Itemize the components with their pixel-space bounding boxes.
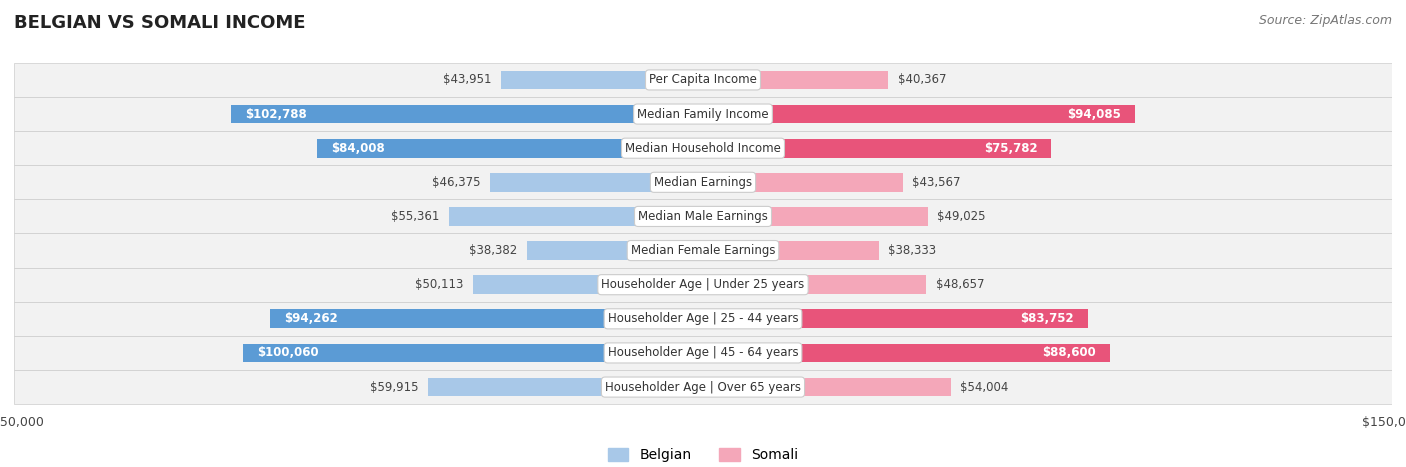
Text: $46,375: $46,375 [432,176,481,189]
Bar [501,71,703,89]
Bar [527,241,703,260]
Bar [270,310,703,328]
Text: $94,262: $94,262 [284,312,337,325]
FancyBboxPatch shape [14,268,1392,302]
Text: $43,567: $43,567 [912,176,960,189]
Bar [703,276,927,294]
Text: $43,951: $43,951 [443,73,492,86]
Bar [703,105,1135,123]
Text: $84,008: $84,008 [330,142,385,155]
Bar [703,310,1088,328]
Text: $94,085: $94,085 [1067,107,1122,120]
Text: Median Family Income: Median Family Income [637,107,769,120]
Text: BELGIAN VS SOMALI INCOME: BELGIAN VS SOMALI INCOME [14,14,305,32]
Bar [703,344,1109,362]
FancyBboxPatch shape [14,199,1392,234]
Bar [703,173,903,191]
FancyBboxPatch shape [14,370,1392,404]
Text: $55,361: $55,361 [391,210,440,223]
Text: $75,782: $75,782 [984,142,1038,155]
Text: Median Female Earnings: Median Female Earnings [631,244,775,257]
Text: Per Capita Income: Per Capita Income [650,73,756,86]
Text: $100,060: $100,060 [257,347,319,360]
Text: Householder Age | Under 25 years: Householder Age | Under 25 years [602,278,804,291]
Bar [703,207,928,226]
FancyBboxPatch shape [14,97,1392,131]
Text: Householder Age | Over 65 years: Householder Age | Over 65 years [605,381,801,394]
Text: Householder Age | 45 - 64 years: Householder Age | 45 - 64 years [607,347,799,360]
Text: $102,788: $102,788 [245,107,307,120]
Text: $48,657: $48,657 [935,278,984,291]
Text: $83,752: $83,752 [1021,312,1074,325]
Text: $49,025: $49,025 [938,210,986,223]
FancyBboxPatch shape [14,336,1392,370]
Bar [231,105,703,123]
Text: $38,333: $38,333 [889,244,936,257]
Text: Median Male Earnings: Median Male Earnings [638,210,768,223]
Text: $54,004: $54,004 [960,381,1008,394]
Bar [472,276,703,294]
Text: Median Household Income: Median Household Income [626,142,780,155]
Bar [449,207,703,226]
Bar [703,241,879,260]
Text: $40,367: $40,367 [897,73,946,86]
Bar [703,378,950,396]
Legend: Belgian, Somali: Belgian, Somali [602,443,804,467]
FancyBboxPatch shape [14,63,1392,97]
Bar [703,71,889,89]
Text: $88,600: $88,600 [1042,347,1097,360]
Text: $38,382: $38,382 [470,244,517,257]
Text: Source: ZipAtlas.com: Source: ZipAtlas.com [1258,14,1392,27]
FancyBboxPatch shape [14,165,1392,199]
Text: Householder Age | 25 - 44 years: Householder Age | 25 - 44 years [607,312,799,325]
Text: Median Earnings: Median Earnings [654,176,752,189]
Bar [318,139,703,157]
Bar [703,139,1052,157]
FancyBboxPatch shape [14,131,1392,165]
Text: $59,915: $59,915 [370,381,419,394]
Bar [243,344,703,362]
Bar [427,378,703,396]
FancyBboxPatch shape [14,302,1392,336]
FancyBboxPatch shape [14,234,1392,268]
Bar [491,173,703,191]
Text: $50,113: $50,113 [415,278,464,291]
